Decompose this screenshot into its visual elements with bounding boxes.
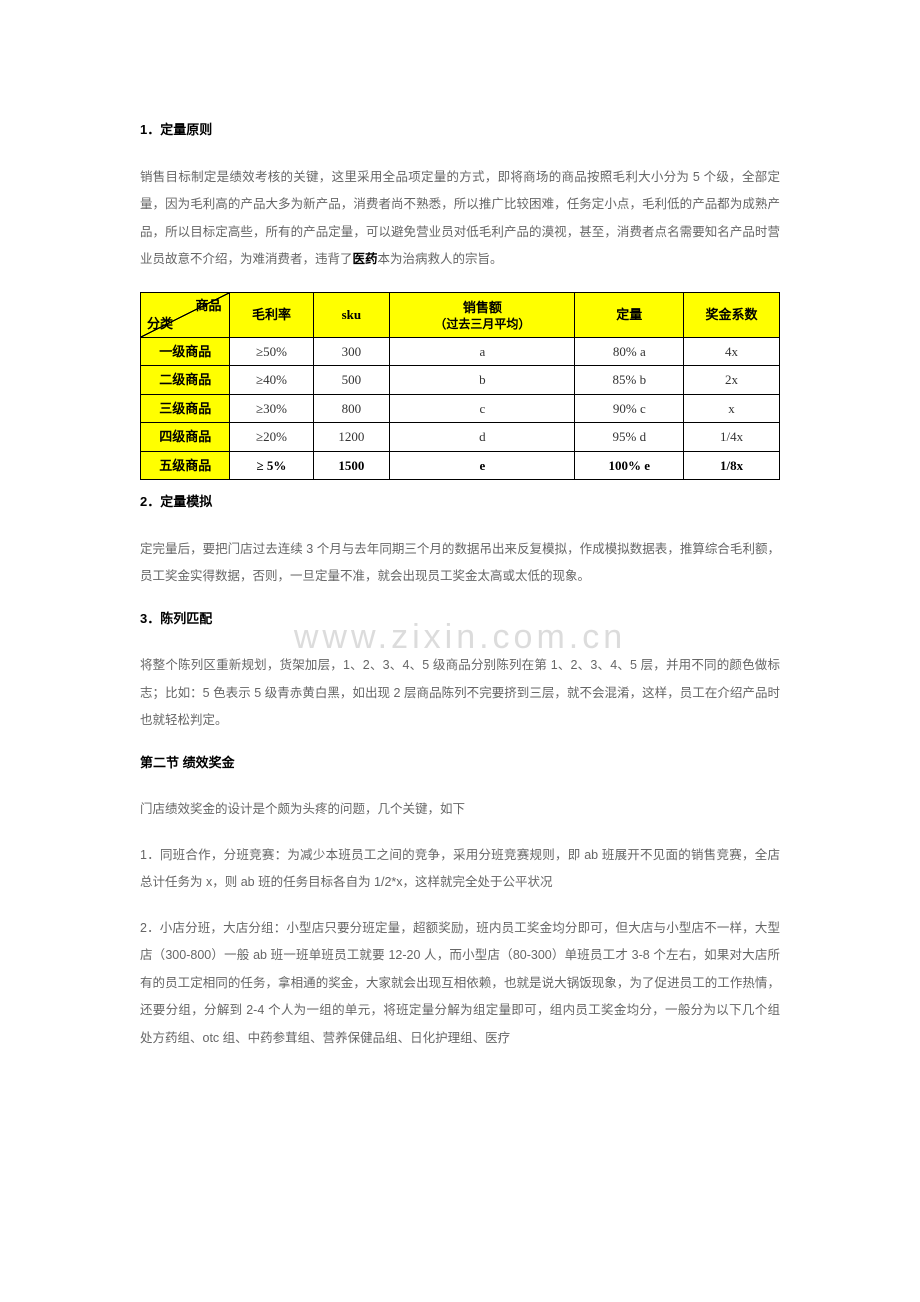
- section-1-heading: 1．定量原则: [140, 120, 780, 140]
- section-4-p2: 2．小店分班，大店分组：小型店只要分班定量，超额奖励，班内员工奖金均分即可，但大…: [140, 915, 780, 1053]
- section-3-paragraph: 将整个陈列区重新规划，货架加层，1、2、3、4、5 级商品分别陈列在第 1、2、…: [140, 652, 780, 735]
- cell-qty: 90% c: [575, 394, 684, 423]
- diag-header-top: 商品: [195, 296, 221, 316]
- diag-header-bottom: 分类: [147, 314, 173, 334]
- product-grade-table: 商品 分类 毛利率 sku 销售额 （过去三月平均） 定量 奖金系数 一级商品≥…: [140, 292, 780, 481]
- table-diagonal-header: 商品 分类: [141, 292, 230, 337]
- cell-coef: 1/8x: [684, 451, 780, 480]
- cell-sales: e: [390, 451, 575, 480]
- cell-sku: 500: [313, 366, 390, 395]
- cell-rate: ≥40%: [230, 366, 313, 395]
- cell-sku: 300: [313, 337, 390, 366]
- document-body: 1．定量原则 销售目标制定是绩效考核的关键，这里采用全品项定量的方式，即将商场的…: [140, 120, 780, 1052]
- cell-sku: 1200: [313, 423, 390, 452]
- cell-rate: ≥20%: [230, 423, 313, 452]
- section-4-heading: 第二节 绩效奖金: [140, 753, 780, 773]
- section-4-p1: 1．同班合作，分班竞赛：为减少本班员工之间的竞争，采用分班竞赛规则，即 ab 班…: [140, 842, 780, 897]
- cell-sku: 1500: [313, 451, 390, 480]
- row-label: 五级商品: [141, 451, 230, 480]
- table-header-sku: sku: [313, 292, 390, 337]
- table-row: 五级商品≥ 5%1500e100% e1/8x: [141, 451, 780, 480]
- table-header-sales-line1: 销售额: [463, 300, 502, 315]
- cell-rate: ≥ 5%: [230, 451, 313, 480]
- section-2-paragraph: 定完量后，要把门店过去连续 3 个月与去年同期三个月的数据吊出来反复模拟，作成模…: [140, 536, 780, 591]
- section-4-intro: 门店绩效奖金的设计是个颇为头疼的问题，几个关键，如下: [140, 796, 780, 824]
- cell-qty: 85% b: [575, 366, 684, 395]
- section-1-emph: 医药: [353, 252, 378, 266]
- cell-sales: c: [390, 394, 575, 423]
- table-row: 一级商品≥50%300a80% a4x: [141, 337, 780, 366]
- row-label: 四级商品: [141, 423, 230, 452]
- table-header-rate: 毛利率: [230, 292, 313, 337]
- section-1-paragraph: 销售目标制定是绩效考核的关键，这里采用全品项定量的方式，即将商场的商品按照毛利大…: [140, 164, 780, 274]
- table-header-row: 商品 分类 毛利率 sku 销售额 （过去三月平均） 定量 奖金系数: [141, 292, 780, 337]
- cell-rate: ≥50%: [230, 337, 313, 366]
- cell-sales: a: [390, 337, 575, 366]
- cell-sales: d: [390, 423, 575, 452]
- cell-qty: 80% a: [575, 337, 684, 366]
- row-label: 一级商品: [141, 337, 230, 366]
- row-label: 二级商品: [141, 366, 230, 395]
- cell-coef: 4x: [684, 337, 780, 366]
- table-header-coef: 奖金系数: [684, 292, 780, 337]
- cell-coef: x: [684, 394, 780, 423]
- cell-sku: 800: [313, 394, 390, 423]
- row-label: 三级商品: [141, 394, 230, 423]
- table-row: 二级商品≥40%500b85% b2x: [141, 366, 780, 395]
- table-row: 三级商品≥30%800c90% cx: [141, 394, 780, 423]
- cell-rate: ≥30%: [230, 394, 313, 423]
- section-3-heading: 3．陈列匹配: [140, 609, 780, 629]
- cell-sales: b: [390, 366, 575, 395]
- section-2-heading: 2．定量模拟: [140, 492, 780, 512]
- section-1-text-after: 本为治病救人的宗旨。: [378, 252, 503, 266]
- table-header-sales: 销售额 （过去三月平均）: [390, 292, 575, 337]
- cell-coef: 2x: [684, 366, 780, 395]
- table-body: 一级商品≥50%300a80% a4x二级商品≥40%500b85% b2x三级…: [141, 337, 780, 480]
- cell-coef: 1/4x: [684, 423, 780, 452]
- table-row: 四级商品≥20%1200d95% d1/4x: [141, 423, 780, 452]
- table-header-qty: 定量: [575, 292, 684, 337]
- table-header-sales-line2: （过去三月平均）: [396, 317, 568, 331]
- cell-qty: 95% d: [575, 423, 684, 452]
- cell-qty: 100% e: [575, 451, 684, 480]
